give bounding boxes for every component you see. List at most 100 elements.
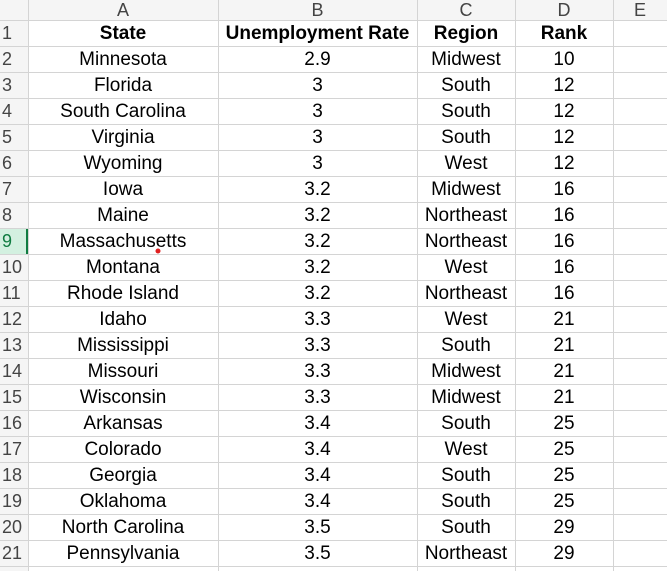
row-header[interactable]: 19	[2, 491, 22, 511]
cell[interactable]: Georgia	[89, 465, 157, 486]
row-header[interactable]: 20	[2, 517, 22, 537]
cell[interactable]: 12	[553, 127, 574, 148]
cell[interactable]: South	[441, 413, 491, 434]
row-header[interactable]: 13	[2, 335, 22, 355]
cell[interactable]: 3.3	[304, 335, 330, 356]
cell[interactable]: 29	[553, 517, 574, 538]
cell[interactable]: Midwest	[431, 49, 501, 70]
cell[interactable]: South	[441, 491, 491, 512]
cell[interactable]: 3	[312, 153, 323, 174]
cell[interactable]: 3.4	[304, 491, 331, 512]
cell[interactable]: Oklahoma	[80, 491, 167, 512]
row-header[interactable]: 4	[2, 101, 12, 121]
column-header[interactable]: D	[558, 0, 571, 20]
cell[interactable]: Midwest	[431, 179, 501, 200]
header-cell[interactable]: Region	[434, 23, 498, 44]
cell[interactable]: 3.4	[304, 439, 331, 460]
cell[interactable]: North Carolina	[62, 517, 185, 538]
cell[interactable]: Wisconsin	[80, 387, 167, 408]
cell[interactable]: 3	[312, 127, 323, 148]
cell[interactable]: 3.2	[304, 179, 330, 200]
column-header[interactable]: E	[634, 0, 646, 20]
cell[interactable]: 16	[553, 231, 574, 252]
cell[interactable]: South	[441, 127, 491, 148]
cell[interactable]: Arkansas	[83, 413, 162, 434]
cell[interactable]: South	[441, 335, 491, 356]
row-header[interactable]: 10	[2, 257, 22, 277]
row-header[interactable]: 3	[2, 75, 12, 95]
cell[interactable]: 3.3	[304, 387, 330, 408]
cell[interactable]: Minnesota	[79, 49, 167, 70]
cell[interactable]: South	[441, 465, 491, 486]
cell[interactable]: Florida	[94, 75, 153, 96]
cell[interactable]: 25	[553, 439, 574, 460]
row-header[interactable]: 17	[2, 439, 22, 459]
row-header[interactable]: 2	[2, 49, 12, 69]
cell[interactable]: Virginia	[91, 127, 154, 148]
cell[interactable]: 3.2	[304, 283, 330, 304]
cell[interactable]: West	[445, 309, 489, 330]
cell[interactable]: 12	[553, 101, 574, 122]
cell[interactable]: 29	[553, 543, 574, 564]
cell[interactable]: 3.4	[304, 465, 331, 486]
cell[interactable]: 3.4	[304, 413, 331, 434]
cell[interactable]: West	[445, 257, 489, 278]
cell[interactable]: 3.5	[304, 517, 330, 538]
cell[interactable]: 21	[553, 335, 574, 356]
cell[interactable]: 2.9	[304, 49, 330, 70]
row-header[interactable]: 6	[2, 153, 12, 173]
cell[interactable]: South	[441, 75, 491, 96]
cell[interactable]: Midwest	[431, 361, 501, 382]
cell[interactable]: 16	[553, 205, 574, 226]
cell[interactable]: South Carolina	[60, 101, 186, 122]
cell[interactable]: 25	[553, 413, 574, 434]
cell[interactable]: South	[441, 517, 491, 538]
cell[interactable]: 3.5	[304, 543, 330, 564]
cell[interactable]: Iowa	[103, 179, 144, 200]
row-header[interactable]: 16	[2, 413, 22, 433]
cell[interactable]: Idaho	[99, 309, 147, 330]
cell[interactable]: 3.2	[304, 257, 330, 278]
cell[interactable]: 25	[553, 491, 574, 512]
header-cell[interactable]: State	[100, 23, 146, 44]
header-cell[interactable]: Unemployment Rate	[226, 23, 410, 44]
cell[interactable]: 3	[312, 75, 323, 96]
column-header[interactable]: B	[311, 0, 323, 20]
row-header[interactable]: 7	[2, 179, 12, 199]
cell[interactable]: Pennsylvania	[66, 543, 179, 564]
row-header[interactable]: 18	[2, 465, 22, 485]
row-header[interactable]: 15	[2, 387, 22, 407]
cell[interactable]: West	[445, 439, 489, 460]
row-header[interactable]: 21	[2, 543, 22, 563]
row-header[interactable]: 1	[2, 23, 12, 43]
row-header[interactable]: 12	[2, 309, 22, 329]
cell[interactable]: Mississippi	[77, 335, 169, 356]
cell[interactable]: Northeast	[425, 283, 508, 304]
cell[interactable]: 21	[553, 361, 574, 382]
cell[interactable]: 3.3	[304, 361, 330, 382]
cell[interactable]: 25	[553, 465, 574, 486]
cell[interactable]: Midwest	[431, 387, 501, 408]
cell[interactable]: Rhode Island	[67, 283, 179, 304]
header-cell[interactable]: Rank	[541, 23, 588, 44]
row-header[interactable]: 5	[2, 127, 12, 147]
cell[interactable]: Wyoming	[83, 153, 162, 174]
cell[interactable]: Missouri	[88, 361, 159, 382]
cell[interactable]: Northeast	[425, 205, 508, 226]
cell[interactable]: 3.2	[304, 231, 330, 252]
cell[interactable]: 3.2	[304, 205, 330, 226]
column-header[interactable]: C	[460, 0, 473, 20]
cell[interactable]: 12	[553, 75, 574, 96]
cell[interactable]: West	[445, 153, 489, 174]
cell[interactable]: 16	[553, 179, 574, 200]
cell[interactable]: 21	[553, 309, 574, 330]
row-header[interactable]: 11	[2, 283, 21, 303]
cell[interactable]: 12	[553, 153, 574, 174]
cell[interactable]: 10	[553, 49, 574, 70]
cell[interactable]: 3	[312, 101, 323, 122]
row-header[interactable]: 14	[2, 361, 22, 381]
column-header[interactable]: A	[117, 0, 129, 20]
cell[interactable]: 16	[553, 257, 574, 278]
cell[interactable]: Northeast	[425, 231, 508, 252]
cell[interactable]: South	[441, 101, 491, 122]
